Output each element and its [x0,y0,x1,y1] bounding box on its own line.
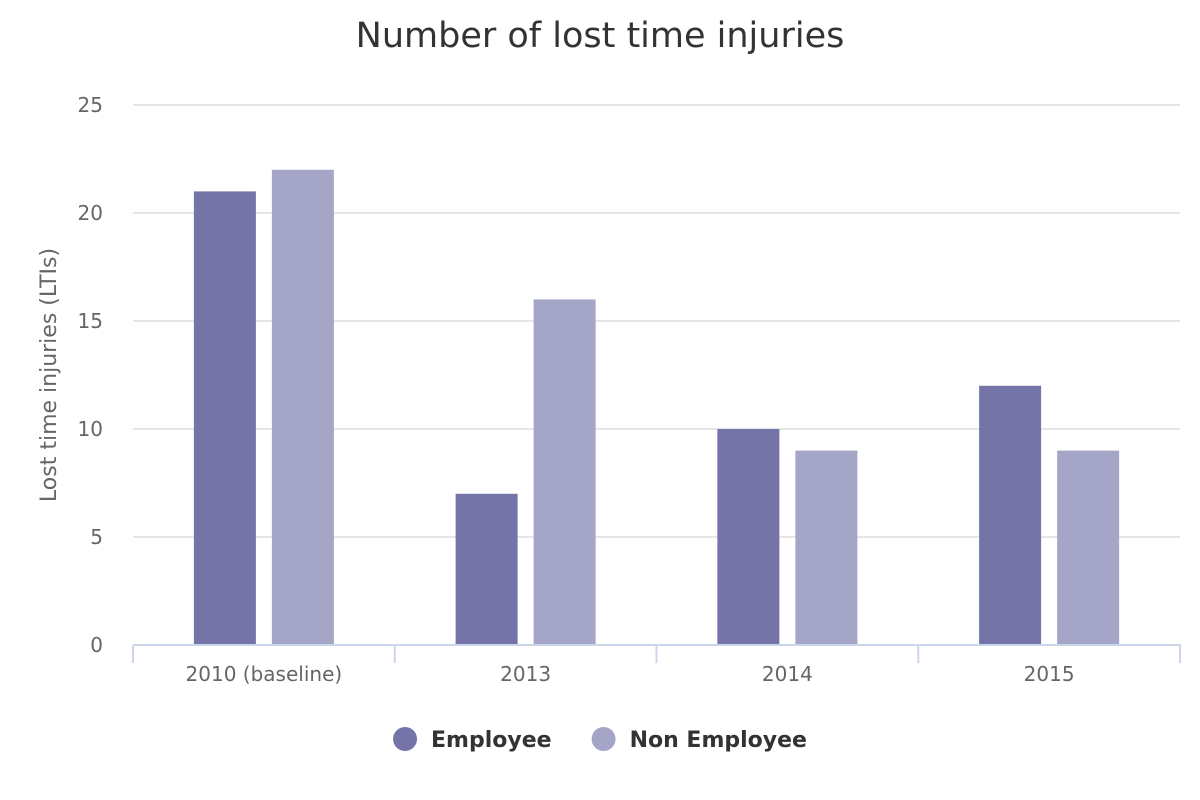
legend-marker [591,727,616,751]
legend-item-non-employee: Non Employee [591,727,807,753]
y-tick-label: 10 [78,417,103,441]
y-tick-label: 5 [90,525,103,549]
bar-employee-2015 [979,385,1042,645]
x-tick-label: 2010 (baseline) [186,662,343,686]
legend-item-employee: Employee [393,727,552,753]
bar-employee-2013 [455,493,518,645]
y-tick-label: 0 [90,633,103,657]
y-tick-label: 15 [78,309,103,333]
x-tick-label: 2015 [1024,662,1075,686]
bar-non-employee-2014 [795,450,858,645]
x-axis [132,644,1181,663]
y-tick-label: 25 [78,93,103,117]
legend-marker [393,727,418,751]
x-axis-ticks: 2010 (baseline) 2013 2014 2015 [186,662,1075,686]
legend-label: Non Employee [630,728,807,753]
bars [193,169,1120,646]
chart-title: Number of lost time injuries [356,16,845,56]
bar-non-employee-2010-baseline [271,169,334,646]
bar-employee-2014 [717,429,780,645]
y-axis-title: Lost time injuries (LTIs) [37,248,62,502]
legend: Employee Non Employee [393,727,807,753]
bar-non-employee-2013 [533,299,596,645]
y-tick-label: 20 [78,201,103,225]
x-tick-label: 2013 [500,662,551,686]
legend-label: Employee [431,728,552,753]
bar-non-employee-2015 [1057,450,1120,645]
x-tick-label: 2014 [762,662,813,686]
y-axis-ticks: 0 5 10 15 20 25 [78,93,103,657]
bar-employee-2010-baseline [193,191,256,645]
